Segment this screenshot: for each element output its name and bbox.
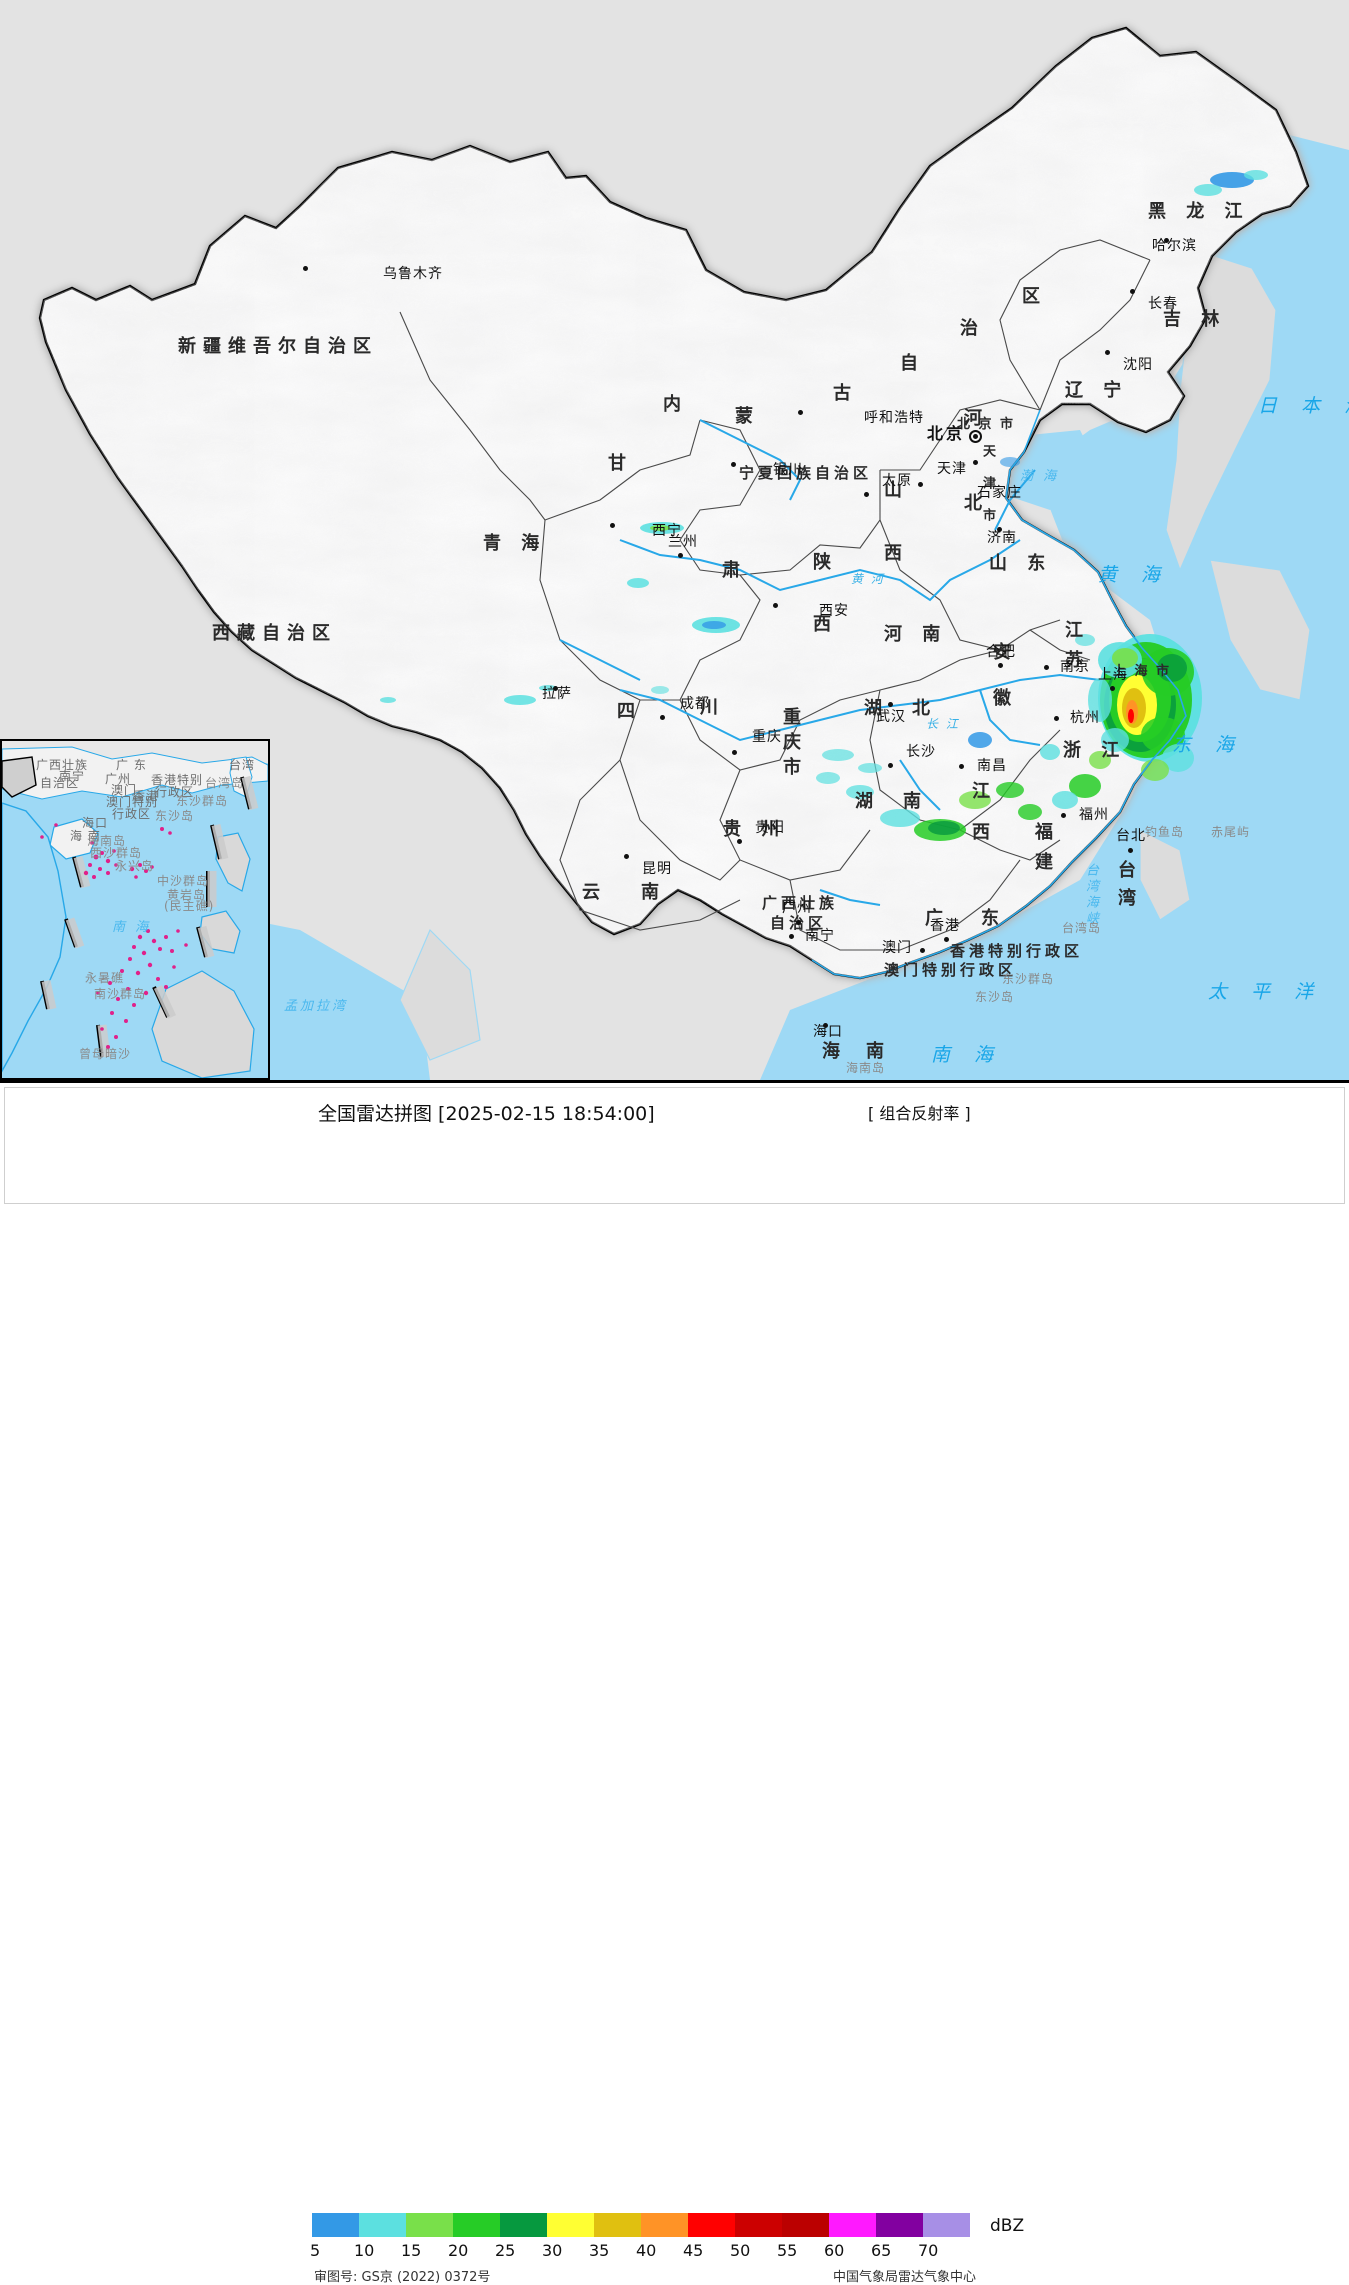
city-marker-dot <box>797 409 803 415</box>
colorbar-band-10[interactable] <box>359 2213 406 2237</box>
colorbar-tick-25: 25 <box>495 2241 516 2260</box>
colorbar-tick-55: 55 <box>777 2241 798 2260</box>
city-marker-dot <box>972 459 978 465</box>
city-marker-dot <box>552 685 558 691</box>
colorbar-tick-30: 30 <box>542 2241 563 2260</box>
coastline <box>811 409 1187 979</box>
colorbar-band-25[interactable] <box>500 2213 547 2237</box>
echo-qinghai-gansu <box>627 522 740 633</box>
colorbar-tick-50: 50 <box>730 2241 751 2260</box>
issuing-agency: 中国气象局雷达气象中心 <box>833 2270 977 2285</box>
dbz-colorbar[interactable] <box>312 2213 970 2237</box>
zhongsha-reefs <box>129 863 154 879</box>
city-marker-dot <box>788 933 794 939</box>
colorbar-band-30[interactable] <box>547 2213 594 2237</box>
city-marker-dot <box>943 936 949 942</box>
city-marker-dot <box>731 749 737 755</box>
city-marker-dot <box>302 265 308 271</box>
radar-map-page: 新疆维吾尔自治区 西藏自治区青 海甘肃宁夏回族自治区内蒙古自治区黑 龙 江吉 林辽… <box>0 0 1349 1208</box>
city-marker-dot <box>1043 664 1049 670</box>
city-marker-dot <box>996 526 1002 532</box>
china-radar-map[interactable]: 新疆维吾尔自治区 西藏自治区青 海甘肃宁夏回族自治区内蒙古自治区黑 龙 江吉 林辽… <box>0 0 1349 1080</box>
city-marker-dot <box>917 481 923 487</box>
inset-geometry <box>2 741 268 1078</box>
colorbar-band-20[interactable] <box>453 2213 500 2237</box>
colorbar-band-40[interactable] <box>641 2213 688 2237</box>
colorbar-tick-20: 20 <box>448 2241 469 2260</box>
city-marker-dot <box>1060 812 1066 818</box>
xisha-reefs <box>83 849 118 879</box>
city-marker-dot <box>887 762 893 768</box>
colorbar-tick-5: 5 <box>310 2241 321 2260</box>
capital-star-icon <box>969 430 982 443</box>
colorbar-band-60[interactable] <box>829 2213 876 2237</box>
colorbar-band-35[interactable] <box>594 2213 641 2237</box>
city-marker-dot <box>677 552 683 558</box>
city-marker-dot <box>863 491 869 497</box>
colorbar-tick-45: 45 <box>683 2241 704 2260</box>
city-marker-dot <box>1163 237 1169 243</box>
legend-title: 全国雷达拼图 [2025-02-15 18:54:00] <box>318 1103 655 1125</box>
province-boundaries <box>399 239 1151 951</box>
colorbar-band-15[interactable] <box>406 2213 453 2237</box>
legend-frame <box>4 1087 1345 1204</box>
map-geometry <box>0 0 1349 1080</box>
colorbar-unit-label: dBZ <box>990 2216 1025 2236</box>
city-marker-dot <box>997 662 1003 668</box>
city-marker-dot <box>623 853 629 859</box>
city-marker-dot <box>1127 847 1133 853</box>
colorbar-band-70[interactable] <box>923 2213 970 2237</box>
colorbar-tick-60: 60 <box>824 2241 845 2260</box>
rivers <box>559 419 1101 906</box>
city-marker-dot <box>1104 349 1110 355</box>
city-marker-dot <box>736 838 742 844</box>
colorbar-tick-65: 65 <box>871 2241 892 2260</box>
colorbar-band-65[interactable] <box>876 2213 923 2237</box>
city-marker-dot <box>772 602 778 608</box>
city-marker-dot <box>730 461 736 467</box>
echo-southwest-scattered <box>651 686 882 773</box>
colorbar-tick-35: 35 <box>589 2241 610 2260</box>
city-marker-dot <box>609 522 615 528</box>
city-marker-dot <box>1109 685 1115 691</box>
colorbar-band-50[interactable] <box>735 2213 782 2237</box>
map-approval-number: 审图号: GS京 (2022) 0372号 <box>314 2270 491 2285</box>
echo-jiangxi-band <box>816 732 1042 841</box>
city-marker-dot <box>958 763 964 769</box>
colorbar-tick-15: 15 <box>401 2241 422 2260</box>
colorbar-tick-40: 40 <box>636 2241 657 2260</box>
other-reefs <box>40 823 172 845</box>
colorbar-band-45[interactable] <box>688 2213 735 2237</box>
city-marker-dot <box>795 919 801 925</box>
nansha-reefs <box>96 929 188 1049</box>
city-marker-dot <box>1053 715 1059 721</box>
legend-product-type: [ 组合反射率 ] <box>868 1104 971 1123</box>
city-marker-dot <box>919 947 925 953</box>
colorbar-band-5[interactable] <box>312 2213 359 2237</box>
city-marker-dot <box>659 714 665 720</box>
city-marker-dot <box>822 1022 828 1028</box>
colorbar-tick-10: 10 <box>354 2241 375 2260</box>
city-marker-dot <box>887 701 893 707</box>
colorbar-tick-labels: 5 10 15 20 25 30 35 40 45 50 55 60 65 70 <box>310 2241 1012 2261</box>
city-marker-dot <box>1129 288 1135 294</box>
colorbar-band-55[interactable] <box>782 2213 829 2237</box>
echo-zhejiang-coast <box>1040 744 1111 809</box>
echo-heilongjiang <box>1194 170 1268 196</box>
colorbar-tick-70: 70 <box>918 2241 939 2260</box>
legend-panel: 全国雷达拼图 [2025-02-15 18:54:00] [ 组合反射率 ] d… <box>0 1080 1349 2285</box>
south-china-sea-inset[interactable]: 广西壮族 自治区 南宁广 东广州 澳门 香港 香港特别 行政区 澳门特别 行政区 台湾 台湾岛 东沙群… <box>0 739 270 1080</box>
legend-title-row: 全国雷达拼图 [2025-02-15 18:54:00] [ 组合反射率 ] <box>0 1099 1349 1125</box>
